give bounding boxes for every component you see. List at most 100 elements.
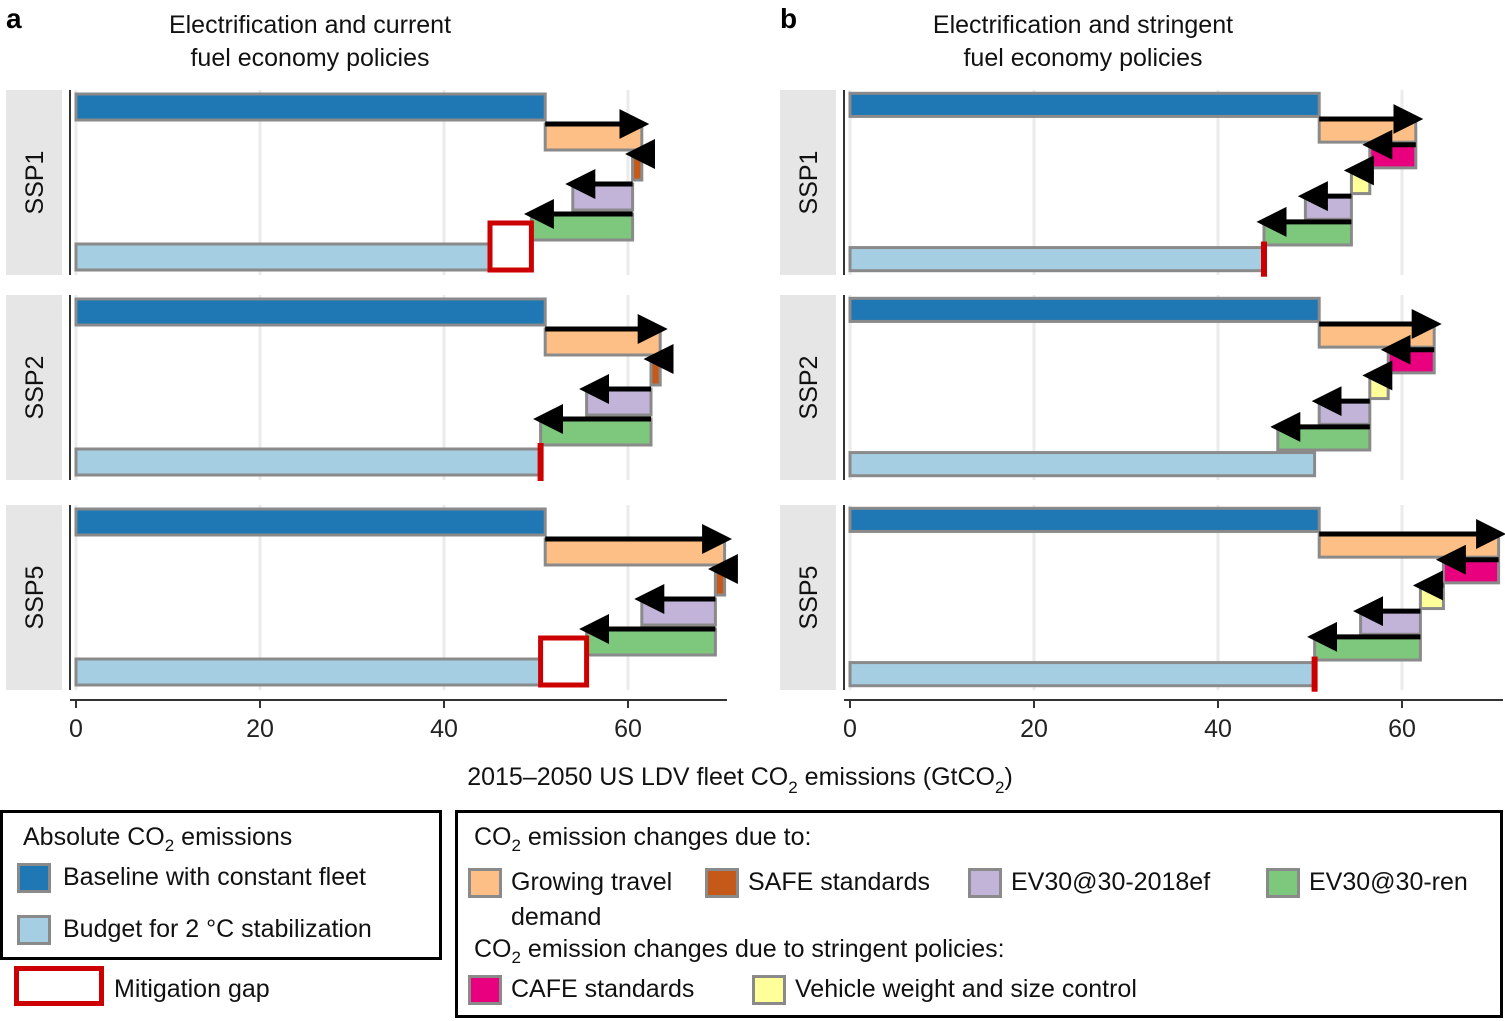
facet-label: SSP1: [795, 151, 823, 215]
legend-label-cafe: CAFE standards: [511, 975, 695, 1003]
mitigation-gap: [1311, 656, 1318, 692]
bar-safe: [649, 357, 662, 387]
bar-budget: [74, 657, 543, 687]
legend-label-gap: Mitigation gap: [114, 975, 270, 1003]
bar-baseline: [848, 296, 1321, 323]
bar-travel: [1317, 322, 1436, 349]
bar-budget: [848, 661, 1317, 688]
panel-title-b-line2: fuel economy policies: [963, 44, 1202, 72]
legend-label-budget: Budget for 2 °C stabilization: [63, 915, 372, 943]
bar-travel: [543, 327, 662, 357]
bar-evren: [529, 212, 635, 242]
bar-ev2018: [1317, 399, 1372, 426]
legend-absolute: Absolute CO2 emissions Baseline with con…: [0, 810, 442, 960]
x-tick-label: 20: [1020, 715, 1048, 743]
legend-changes: CO2 emission changes due to: Growing tra…: [455, 810, 1503, 1018]
panel-title-a-line2: fuel economy policies: [190, 44, 429, 72]
facet-label: SSP1: [21, 151, 49, 215]
legend-swatch-cafe: [468, 975, 502, 1005]
facet-b-ssp2: SSP2: [780, 295, 1442, 480]
bar-baseline: [848, 91, 1321, 118]
facet-label: SSP5: [21, 566, 49, 630]
bar-baseline: [74, 92, 547, 122]
x-tick-label: 0: [843, 715, 857, 743]
facet-b-ssp5: SSP5: [780, 505, 1505, 692]
facet-strip: [6, 505, 62, 690]
facet-strip: [780, 90, 836, 275]
bar-ev2018: [640, 597, 717, 627]
legend-label-travel-line1: Growing travel: [511, 868, 673, 896]
mitigation-gap: [1261, 241, 1267, 277]
bar-evren: [1262, 220, 1353, 247]
bar-evren: [1276, 425, 1372, 452]
panel-b: b Electrification and stringent fuel econo…: [780, 3, 1505, 743]
legend-swatch-budget: [17, 915, 51, 945]
facet-strip: [780, 505, 836, 690]
facet-a-ssp1: SSP1: [6, 90, 656, 275]
mitigation-gap: [538, 635, 590, 688]
facet-label: SSP5: [795, 566, 823, 630]
legend-label-safe: SAFE standards: [748, 868, 931, 896]
facet-strip: [780, 295, 836, 480]
legend-swatch-evren: [1266, 868, 1300, 898]
bar-weight: [1418, 583, 1445, 611]
x-tick-label: 40: [1204, 715, 1232, 743]
bar-baseline: [74, 507, 547, 537]
x-tick-label: 40: [430, 715, 458, 743]
bar-ev2018: [1359, 609, 1422, 636]
facet-label: SSP2: [795, 356, 823, 420]
legend-absolute-title: Absolute CO2 emissions: [23, 823, 293, 855]
bar-cafe: [1386, 348, 1436, 375]
legend-swatch-travel: [468, 868, 502, 898]
bar-safe: [713, 567, 727, 597]
bar-ev2018: [1303, 194, 1353, 221]
x-tick-label: 20: [246, 715, 274, 743]
bar-travel: [543, 122, 644, 152]
mitigation-gap: [537, 443, 544, 481]
panel-letter-a: a: [6, 3, 22, 34]
legend-label-ev2018: EV30@30-2018ef: [1011, 868, 1211, 896]
bar-baseline: [74, 297, 547, 327]
bar-evren: [585, 627, 717, 657]
bar-travel: [543, 537, 727, 567]
bar-travel: [1317, 117, 1418, 144]
bar-cafe: [1441, 558, 1501, 585]
facet-a-ssp2: SSP2: [6, 295, 674, 481]
legend-label-weight: Vehicle weight and size control: [795, 975, 1137, 1003]
x-axis-label: 2015–2050 US LDV fleet CO2 emissions (Gt…: [467, 763, 1013, 797]
bar-ev2018: [585, 387, 653, 417]
waterfall-chart: a Electrification and current fuel economy…: [6, 3, 1505, 797]
bar-weight: [1349, 168, 1372, 196]
facet-b-ssp1: SSP1: [780, 90, 1424, 277]
legend-swatch-baseline: [17, 863, 51, 893]
facet-strip: [6, 90, 62, 275]
x-tick-label: 0: [69, 715, 83, 743]
x-tick-label: 60: [614, 715, 642, 743]
bar-budget: [74, 242, 492, 272]
legend-swatch-weight: [752, 975, 786, 1005]
legend-label-baseline: Baseline with constant fleet: [63, 863, 366, 891]
bar-budget: [848, 451, 1317, 478]
mitigation-gap: [487, 220, 534, 273]
legend-label-evren: EV30@30-ren: [1309, 868, 1468, 896]
bar-ev2018: [571, 182, 635, 212]
legend-label-travel-line2: demand: [511, 903, 602, 931]
legend-swatch-gap: [14, 966, 104, 1006]
legend-changes-title: CO2 emission changes due to:: [474, 823, 812, 855]
legend-swatch-safe: [705, 868, 739, 898]
panel-title-b-line1: Electrification and stringent: [933, 11, 1233, 39]
legend-stringent-title: CO2 emission changes due to stringent po…: [474, 935, 1005, 967]
panel-title-a-line1: Electrification and current: [169, 11, 451, 39]
bar-safe: [631, 152, 644, 182]
bar-weight: [1368, 373, 1390, 401]
bar-budget: [848, 246, 1266, 273]
x-tick-label: 60: [1388, 715, 1416, 743]
panel-a: a Electrification and current fuel economy…: [6, 3, 738, 743]
facet-a-ssp5: SSP5: [6, 505, 738, 690]
bar-travel: [1317, 532, 1501, 559]
plot-layer: a Electrification and current fuel economy…: [6, 3, 1505, 743]
bar-baseline: [848, 506, 1321, 533]
bar-evren: [539, 417, 653, 447]
bar-cafe: [1368, 143, 1418, 170]
bar-budget: [74, 447, 543, 477]
